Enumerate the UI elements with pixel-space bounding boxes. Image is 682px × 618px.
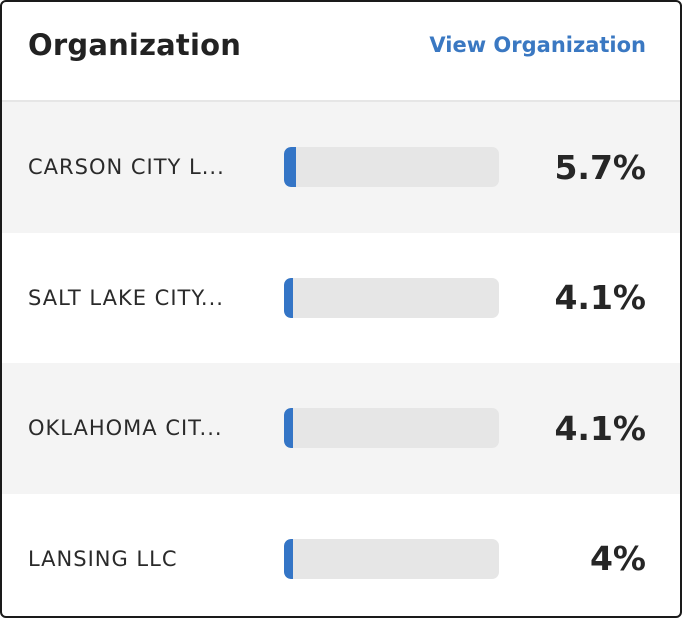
share-bar-track bbox=[284, 538, 499, 579]
organization-name: OKLAHOMA CIT... bbox=[28, 416, 223, 441]
organization-row[interactable]: SALT LAKE CITY... 4.1% bbox=[2, 233, 680, 364]
share-bar-fill bbox=[284, 147, 297, 188]
share-bar-track bbox=[284, 408, 499, 449]
share-percentage: 4.1% bbox=[554, 408, 646, 448]
share-bar-track bbox=[284, 277, 499, 318]
organization-row[interactable]: CARSON CITY L... 5.7% bbox=[2, 102, 680, 233]
share-percentage: 4% bbox=[589, 539, 646, 579]
card-header: Organization View Organization bbox=[2, 2, 680, 102]
share-bar-track bbox=[284, 147, 499, 188]
organization-name: SALT LAKE CITY... bbox=[28, 285, 224, 310]
share-bar-fill bbox=[284, 538, 293, 579]
share-percentage: 5.7% bbox=[554, 147, 646, 187]
share-percentage: 4.1% bbox=[554, 278, 646, 318]
card-title: Organization bbox=[28, 28, 242, 62]
share-bar-fill bbox=[284, 408, 293, 449]
share-bar-fill bbox=[284, 277, 293, 318]
organization-name: LANSING LLC bbox=[28, 546, 178, 571]
organization-row[interactable]: OKLAHOMA CIT... 4.1% bbox=[2, 363, 680, 494]
organization-row[interactable]: LANSING LLC 4% bbox=[2, 494, 680, 617]
view-organization-link[interactable]: View Organization bbox=[429, 33, 646, 57]
organization-name: CARSON CITY L... bbox=[28, 155, 225, 180]
